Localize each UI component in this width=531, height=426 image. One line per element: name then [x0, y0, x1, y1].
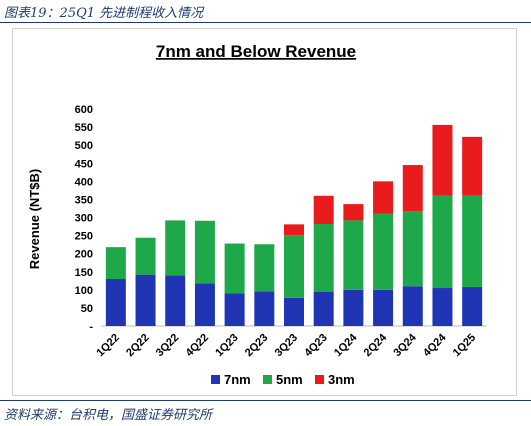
bar-5nm-4Q23 [313, 224, 334, 292]
bar-5nm-2Q24 [373, 213, 394, 290]
y-tick-label: - [89, 321, 93, 333]
top-rule [0, 22, 531, 23]
bar-5nm-2Q23 [254, 244, 275, 292]
bar-7nm-2Q23 [254, 291, 275, 326]
figure-caption: 图表19：25Q1 先进制程收入情况 [4, 6, 204, 21]
chart-svg: 7nm and Below Revenue Revenue (NT$B) - 50… [27, 42, 487, 387]
bar-5nm-1Q25 [462, 195, 483, 287]
bar-3nm-3Q24 [402, 165, 423, 212]
bar-7nm-1Q24 [343, 289, 364, 326]
x-tick-label: 3Q24 [391, 331, 419, 359]
y-tick-label: 500 [75, 140, 93, 152]
x-tick-label: 1Q25 [451, 332, 479, 360]
bar-5nm-3Q22 [165, 220, 186, 276]
x-tick-label: 2Q24 [362, 331, 390, 359]
legend-swatch-7nm [211, 375, 220, 384]
bar-5nm-1Q23 [224, 243, 245, 294]
y-tick-label: 300 [75, 213, 93, 225]
bar-7nm-1Q23 [224, 293, 245, 326]
bar-7nm-1Q25 [462, 286, 483, 326]
bar-5nm-4Q22 [194, 220, 215, 284]
bar-3nm-2Q24 [373, 181, 394, 214]
bottom-rule [0, 400, 531, 401]
x-tick-label: 1Q23 [213, 332, 241, 360]
y-tick-label: 350 [75, 194, 93, 206]
bar-3nm-1Q24 [343, 204, 364, 221]
y-tick-label: 50 [81, 303, 93, 315]
plot-area: - 50 100 150 200 250 300 350 400 450 500 550 600 1Q22… [75, 104, 487, 359]
y-tick-label: 250 [75, 231, 93, 243]
y-tick-label: 400 [75, 176, 93, 188]
source-note: 资料来源：台积电，国盛证券研究所 [4, 408, 213, 423]
bar-5nm-3Q23 [284, 235, 304, 298]
bar-3nm-4Q24 [432, 124, 453, 196]
legend-label-5nm: 5nm [276, 372, 303, 387]
bar-7nm-4Q23 [313, 291, 334, 326]
bar-5nm-4Q24 [432, 195, 453, 289]
y-tick-label: 450 [75, 158, 93, 170]
bar-7nm-3Q22 [165, 275, 186, 326]
x-tick-label: 3Q23 [273, 332, 301, 360]
bar-7nm-2Q22 [135, 274, 156, 326]
legend-swatch-5nm [263, 375, 272, 384]
x-tick-label: 3Q22 [154, 332, 182, 360]
legend-label-7nm: 7nm [224, 372, 251, 387]
legend-swatch-3nm [315, 375, 324, 384]
y-tick-label: 100 [75, 285, 93, 297]
bar-3nm-1Q25 [462, 136, 483, 196]
bar-5nm-3Q24 [402, 211, 423, 287]
x-tick-label: 2Q23 [243, 332, 271, 360]
chart-title: 7nm and Below Revenue [156, 42, 356, 61]
y-tick-label: 200 [75, 249, 93, 261]
bar-7nm-4Q22 [194, 283, 215, 326]
chart-frame: 7nm and Below Revenue Revenue (NT$B) - 50… [12, 28, 517, 396]
x-tick-label: 4Q23 [302, 332, 330, 360]
bar-5nm-1Q22 [105, 247, 126, 279]
y-tick-label: 550 [75, 122, 93, 134]
x-tick-label: 2Q22 [124, 332, 152, 360]
bar-7nm-3Q24 [402, 286, 423, 326]
bar-3nm-3Q23 [284, 224, 304, 236]
bar-7nm-3Q23 [284, 297, 304, 326]
y-tick-label: 150 [75, 267, 93, 279]
x-tick-label: 1Q22 [94, 332, 122, 360]
x-tick-label: 4Q22 [184, 332, 212, 360]
legend-label-3nm: 3nm [328, 372, 355, 387]
x-tick-label: 4Q24 [421, 331, 449, 359]
bar-7nm-2Q24 [373, 289, 394, 326]
x-tick-label: 1Q24 [332, 331, 360, 359]
bar-7nm-1Q22 [105, 278, 126, 326]
bar-5nm-2Q22 [135, 237, 156, 275]
bar-7nm-4Q24 [432, 288, 453, 326]
y-tick-label: 600 [75, 104, 93, 116]
y-axis-label: Revenue (NT$B) [27, 169, 42, 269]
legend: 7nm 5nm 3nm [211, 372, 355, 387]
bar-3nm-4Q23 [313, 195, 334, 225]
bar-5nm-1Q24 [343, 220, 364, 290]
